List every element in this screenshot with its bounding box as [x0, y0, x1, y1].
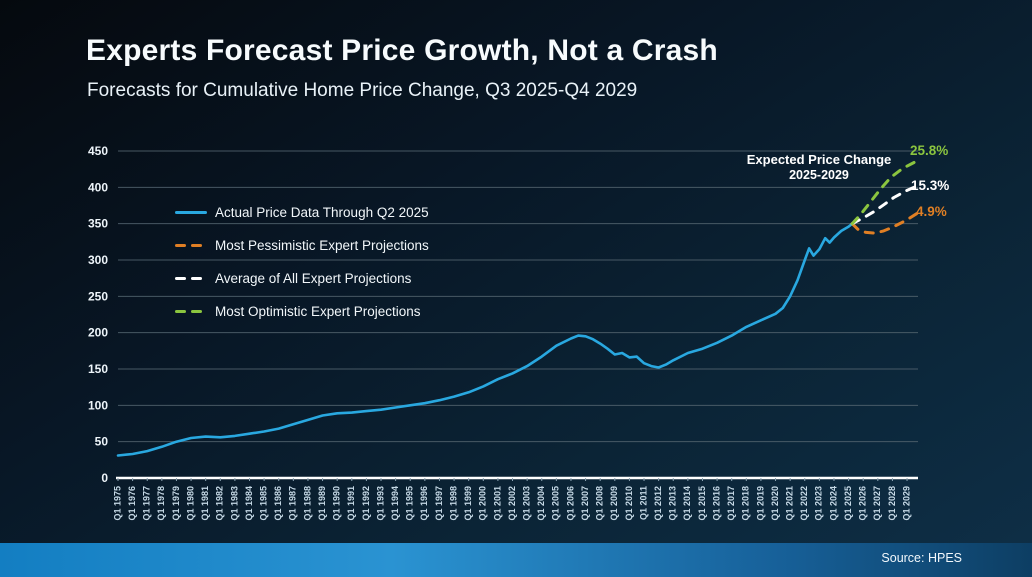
svg-text:Q1 2004: Q1 2004 [536, 486, 546, 521]
optimistic-end-label: 25.8% [910, 143, 949, 158]
svg-text:Q1 1993: Q1 1993 [375, 486, 385, 521]
average-end-label: 15.3% [911, 178, 950, 193]
svg-text:Q1 2007: Q1 2007 [580, 486, 590, 521]
svg-text:Q1 2002: Q1 2002 [507, 486, 517, 521]
gridlines [118, 150, 918, 443]
series-line-1 [850, 211, 920, 235]
svg-text:Q1 2023: Q1 2023 [814, 486, 824, 521]
series-line-0 [116, 222, 854, 457]
svg-text:0: 0 [101, 471, 108, 485]
svg-text:50: 50 [95, 435, 109, 449]
svg-text:Q1 1982: Q1 1982 [215, 486, 225, 521]
svg-text:Q1 2019: Q1 2019 [755, 486, 765, 521]
svg-text:Q1 1989: Q1 1989 [317, 486, 327, 521]
svg-text:Q1 1977: Q1 1977 [142, 486, 152, 521]
page-subtitle: Forecasts for Cumulative Home Price Chan… [87, 80, 638, 101]
svg-text:Q1 1987: Q1 1987 [288, 486, 298, 521]
svg-text:Q1 1986: Q1 1986 [273, 486, 283, 521]
svg-text:350: 350 [88, 217, 108, 231]
svg-text:Q1 2017: Q1 2017 [726, 486, 736, 521]
expected-price-change-annotation: Expected Price Change 2025-2029 [740, 152, 898, 184]
svg-text:Q1 1992: Q1 1992 [361, 486, 371, 521]
legend-item-optimistic: Most Optimistic Expert Projections [175, 295, 429, 328]
annotation-line2: 2025-2029 [789, 168, 849, 183]
svg-text:250: 250 [88, 289, 108, 303]
annotation-line1: Expected Price Change [746, 152, 892, 167]
svg-text:Q1 2028: Q1 2028 [887, 486, 897, 521]
svg-text:Q1 2026: Q1 2026 [858, 486, 868, 521]
svg-text:150: 150 [88, 362, 108, 376]
svg-text:Q1 2000: Q1 2000 [478, 486, 488, 521]
svg-text:Q1 1988: Q1 1988 [302, 486, 312, 521]
svg-text:Q1 2021: Q1 2021 [785, 486, 795, 521]
svg-text:Q1 1976: Q1 1976 [127, 486, 137, 521]
svg-text:Q1 1979: Q1 1979 [171, 486, 181, 521]
x-axis-tick-labels: Q1 1975 Q1 1976 Q1 1977 Q1 1978 Q1 1979 Q1 19… [112, 478, 911, 521]
svg-text:Q1 1981: Q1 1981 [200, 486, 210, 521]
source-credit: Source: HPES [881, 551, 962, 565]
svg-text:Q1 2005: Q1 2005 [551, 486, 561, 521]
legend-line-swatch-optimistic [175, 310, 207, 313]
svg-text:Q1 1996: Q1 1996 [419, 486, 429, 521]
svg-text:Q1 2001: Q1 2001 [492, 486, 502, 521]
svg-text:Q1 1995: Q1 1995 [405, 486, 415, 521]
svg-text:Q1 1975: Q1 1975 [112, 486, 122, 521]
svg-text:Q1 2015: Q1 2015 [697, 486, 707, 521]
legend-label: Most Optimistic Expert Projections [215, 304, 421, 319]
legend-label: Average of All Expert Projections [215, 271, 412, 286]
svg-text:Q1 2010: Q1 2010 [624, 486, 634, 521]
legend-line-swatch-average [175, 277, 207, 280]
svg-text:Q1 2029: Q1 2029 [901, 486, 911, 521]
svg-text:Q1 1999: Q1 1999 [463, 486, 473, 521]
svg-text:Q1 2027: Q1 2027 [872, 486, 882, 521]
svg-text:200: 200 [88, 326, 108, 340]
svg-text:100: 100 [88, 398, 108, 412]
svg-text:400: 400 [88, 180, 108, 194]
svg-text:Q1 2024: Q1 2024 [828, 486, 838, 521]
svg-text:450: 450 [88, 144, 108, 158]
svg-text:Q1 2003: Q1 2003 [522, 486, 532, 521]
data-series [116, 159, 920, 457]
legend-label: Most Pessimistic Expert Projections [215, 238, 429, 253]
legend-item-actual: Actual Price Data Through Q2 2025 [175, 196, 429, 229]
svg-text:Q1 2006: Q1 2006 [565, 486, 575, 521]
legend-item-pessimistic: Most Pessimistic Expert Projections [175, 229, 429, 262]
svg-text:Q1 2025: Q1 2025 [843, 486, 853, 521]
svg-text:Q1 2020: Q1 2020 [770, 486, 780, 521]
svg-text:Q1 1994: Q1 1994 [390, 486, 400, 521]
y-axis-tick-labels: 0 50 100 150 200 250 300 350 400 450 [88, 144, 108, 485]
svg-text:Q1 1997: Q1 1997 [434, 486, 444, 521]
page-title: Experts Forecast Price Growth, Not a Cra… [86, 34, 718, 67]
svg-text:Q1 1998: Q1 1998 [448, 486, 458, 521]
svg-text:Q1 2016: Q1 2016 [711, 486, 721, 521]
svg-text:Q1 1990: Q1 1990 [332, 486, 342, 521]
svg-text:Q1 1978: Q1 1978 [156, 486, 166, 521]
svg-text:300: 300 [88, 253, 108, 267]
svg-text:Q1 2014: Q1 2014 [682, 486, 692, 521]
footer-accent-bar: Source: HPES [0, 543, 1032, 577]
svg-text:Q1 1983: Q1 1983 [229, 486, 239, 521]
chart-legend: Actual Price Data Through Q2 2025 Most P… [175, 196, 429, 328]
legend-line-swatch-pessimistic [175, 244, 207, 247]
svg-text:Q1 2008: Q1 2008 [595, 486, 605, 521]
pessimistic-end-label: 4.9% [916, 204, 947, 219]
svg-text:Q1 2018: Q1 2018 [741, 486, 751, 521]
svg-text:Q1 2012: Q1 2012 [653, 486, 663, 521]
svg-text:Q1 1985: Q1 1985 [258, 486, 268, 521]
svg-text:Q1 2013: Q1 2013 [668, 486, 678, 521]
legend-label: Actual Price Data Through Q2 2025 [215, 205, 429, 220]
svg-text:Q1 2009: Q1 2009 [609, 486, 619, 521]
svg-text:Q1 1984: Q1 1984 [244, 486, 254, 521]
svg-text:Q1 2022: Q1 2022 [799, 486, 809, 521]
legend-item-average: Average of All Expert Projections [175, 262, 429, 295]
svg-text:Q1 1991: Q1 1991 [346, 486, 356, 521]
legend-line-swatch-actual [175, 211, 207, 214]
svg-text:Q1 1980: Q1 1980 [185, 486, 195, 521]
series-line-2 [850, 184, 919, 226]
svg-text:Q1 2011: Q1 2011 [638, 486, 648, 520]
